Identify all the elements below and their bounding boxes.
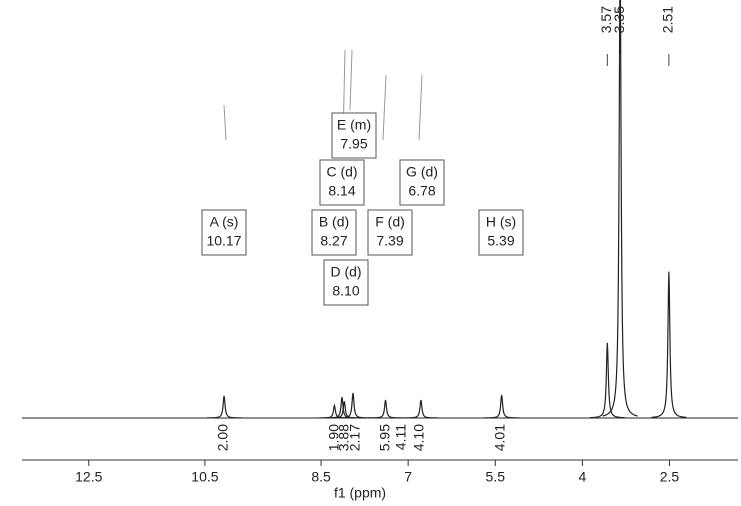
integral-label: 5.95 xyxy=(377,424,393,451)
multiplet-box xyxy=(399,159,445,206)
multiplet-label: F (d) xyxy=(375,214,405,230)
multiplet-shift: 7.95 xyxy=(340,136,367,152)
integral-label: 3.88 xyxy=(336,424,352,451)
integral-label: 4.10 xyxy=(411,424,427,451)
x-tick-label: 10.5 xyxy=(191,469,218,485)
peak-label: 2.51 xyxy=(660,6,676,33)
multiplet-shift: 7.39 xyxy=(376,233,403,249)
decoration xyxy=(349,49,353,111)
multiplet-box xyxy=(319,159,365,206)
decoration xyxy=(382,74,387,141)
x-tick-label: 4 xyxy=(578,469,586,485)
multiplet-label: E (m) xyxy=(337,117,371,133)
peak xyxy=(484,394,520,419)
peaks xyxy=(206,0,687,419)
multiplet-shift: 5.39 xyxy=(487,233,514,249)
multiplet-box xyxy=(367,209,413,256)
multiplet-label: D (d) xyxy=(330,264,361,280)
integral-label: 4.01 xyxy=(492,424,508,451)
multiplet-box xyxy=(323,259,369,306)
integral-label: 2.00 xyxy=(215,424,231,451)
x-tick-label: 12.5 xyxy=(75,469,102,485)
peak xyxy=(589,342,625,419)
decoration xyxy=(223,104,227,141)
integral-label: 1.90 xyxy=(326,424,342,451)
multiplet-shift: 10.17 xyxy=(206,233,241,249)
multiplet-shift: 8.14 xyxy=(328,183,355,199)
integral-label: 2.17 xyxy=(347,424,363,451)
peak xyxy=(316,403,352,419)
peak xyxy=(651,271,687,418)
multiplet-box xyxy=(331,112,377,159)
x-tick-label: 8.5 xyxy=(311,469,331,485)
x-tick-label: 2.5 xyxy=(660,469,680,485)
x-axis-label: f1 (ppm) xyxy=(334,485,386,501)
multiplet-label: H (s) xyxy=(486,214,516,230)
peak-label: 3.35 xyxy=(611,6,627,33)
multiplet-shift: 6.78 xyxy=(408,183,435,199)
multiplet-box xyxy=(311,209,357,256)
x-tick-label: 5.5 xyxy=(486,469,506,485)
multiplet-label: A (s) xyxy=(210,214,239,230)
peak-label: 3.57 xyxy=(598,6,614,33)
multiplet-shift: 8.10 xyxy=(332,283,359,299)
multiplet-label: G (d) xyxy=(406,164,438,180)
peak xyxy=(368,399,403,419)
multiplet-box xyxy=(478,209,524,256)
peak xyxy=(326,401,362,419)
multiplet-label: C (d) xyxy=(326,164,357,180)
peak xyxy=(602,0,638,417)
peak xyxy=(403,399,439,419)
multiplet-label: B (d) xyxy=(319,214,349,230)
peak xyxy=(206,395,242,419)
multiplet-box xyxy=(201,209,247,256)
peak xyxy=(335,392,371,419)
integral-label: 4.11 xyxy=(393,424,409,450)
decoration xyxy=(418,74,423,141)
multiplet-shift: 8.27 xyxy=(320,233,347,249)
x-tick-label: 7 xyxy=(404,469,412,485)
